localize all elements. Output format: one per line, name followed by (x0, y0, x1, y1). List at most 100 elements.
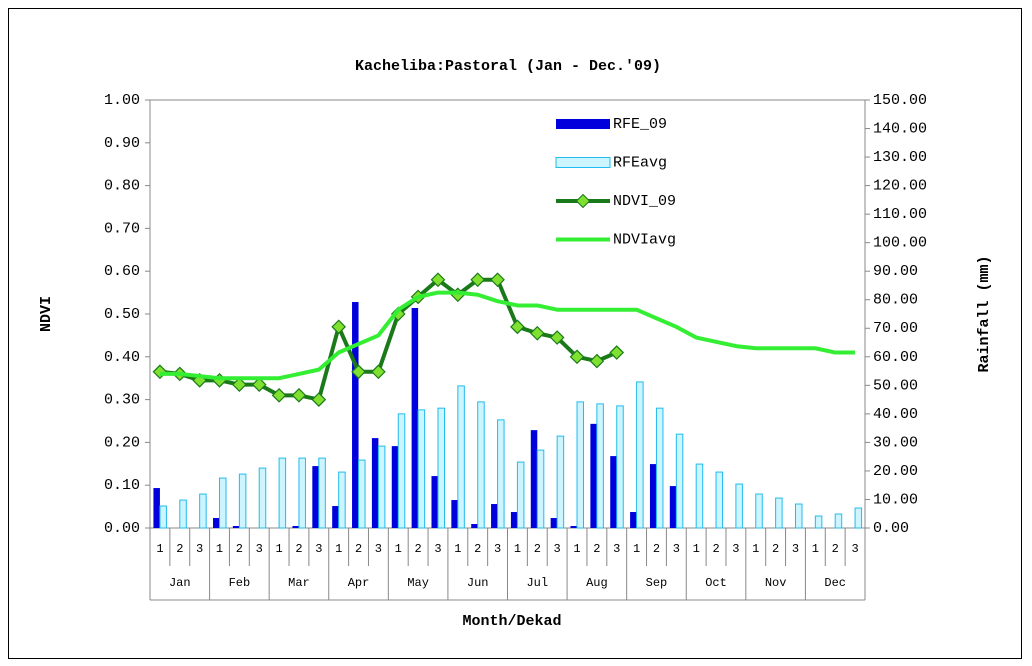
marker (331, 319, 347, 335)
bar (834, 513, 843, 529)
bar (371, 438, 379, 528)
y-tick-label: 0.50 (104, 306, 140, 323)
y-tick-label: 1.00 (104, 92, 140, 109)
legend-label: NDVIavg (613, 231, 676, 248)
y2-tick-label: 110.00 (873, 206, 927, 223)
x-tick-label: 3 (256, 542, 263, 556)
chart-title: Kacheliba:Pastoral (Jan - Dec.'09) (355, 58, 661, 75)
x-tick-label: 2 (176, 542, 183, 556)
marker (490, 272, 505, 288)
y2-tick-label: 140.00 (873, 121, 927, 138)
x-tick-label: 1 (752, 542, 759, 556)
bar (530, 430, 538, 528)
x-tick-label: 2 (772, 542, 779, 556)
marker (589, 353, 605, 369)
x-tick-label: 3 (315, 542, 322, 556)
x-tick-label: 1 (514, 542, 521, 556)
bar (576, 401, 585, 529)
y-tick-label: 0.60 (104, 263, 140, 280)
x-group-label: Oct (705, 576, 727, 590)
legend-label: RFEavg (613, 154, 667, 171)
x-tick-label: 2 (415, 542, 422, 556)
x-tick-label: 2 (295, 542, 302, 556)
bar (755, 493, 763, 529)
y2-tick-label: 40.00 (873, 406, 918, 423)
y-tick-label: 0.30 (104, 392, 140, 409)
y2-tick-label: 50.00 (873, 377, 918, 394)
x-tick-label: 1 (454, 542, 461, 556)
x-tick-label: 1 (156, 542, 163, 556)
bar (610, 456, 617, 528)
y2-tick-label: 150.00 (873, 92, 927, 109)
y2-tick-label: 130.00 (873, 149, 927, 166)
x-tick-label: 3 (792, 542, 799, 556)
bar (775, 497, 783, 529)
y-tick-label: 0.80 (104, 178, 140, 195)
marker (470, 272, 486, 288)
y2-tick-label: 20.00 (873, 463, 918, 480)
bar (596, 403, 604, 529)
bar (232, 526, 240, 528)
marker (152, 364, 168, 380)
bar (377, 445, 386, 529)
legend-label: NDVI_09 (613, 193, 676, 210)
marker (232, 377, 247, 392)
chart-frame (8, 8, 1022, 659)
bar (159, 505, 167, 529)
x-tick-label: 2 (832, 542, 839, 556)
bar (411, 308, 419, 528)
x-tick-label: 1 (812, 542, 819, 556)
x-tick-label: 1 (275, 542, 282, 556)
marker (291, 387, 307, 403)
y-tick-label: 0.40 (104, 349, 140, 366)
x-tick-label: 3 (673, 542, 680, 556)
marker (351, 364, 366, 380)
bar (649, 464, 657, 528)
y-tick-label: 0.20 (104, 434, 140, 451)
bar (431, 476, 438, 528)
bar (179, 499, 187, 529)
bar (397, 413, 406, 529)
line (159, 290, 856, 381)
x-tick-label: 1 (633, 542, 640, 556)
x-tick-label: 3 (375, 542, 382, 556)
bar (491, 504, 498, 528)
bar (556, 435, 565, 529)
y2-tick-label: 70.00 (873, 320, 918, 337)
x-tick-label: 2 (593, 542, 600, 556)
x-group-label: Sep (646, 576, 668, 590)
marker (529, 325, 545, 341)
bar (497, 419, 505, 529)
bar (417, 409, 426, 529)
bar (675, 433, 684, 529)
x-group-label: May (407, 576, 429, 590)
marker (569, 349, 585, 365)
x-tick-label: 3 (434, 542, 441, 556)
x-group-label: Jun (467, 576, 489, 590)
x-group-label: Jul (526, 576, 548, 590)
marker (251, 377, 267, 392)
bar (814, 515, 823, 529)
x-group-label: Aug (586, 576, 608, 590)
x-group-label: Apr (348, 576, 370, 590)
bar (318, 457, 326, 529)
x-tick-label: 3 (851, 542, 858, 556)
bar (695, 463, 704, 529)
bar (636, 381, 644, 529)
y2-axis-title: Rainfall (mm) (976, 255, 993, 372)
marker (510, 319, 525, 335)
x-tick-label: 1 (573, 542, 580, 556)
bar (278, 457, 287, 529)
bar (258, 467, 267, 529)
bar (477, 401, 485, 529)
bar (358, 459, 366, 529)
bar (735, 483, 743, 529)
y2-tick-label: 90.00 (873, 263, 918, 280)
bar (219, 477, 227, 529)
bar (338, 471, 346, 529)
x-tick-label: 1 (693, 542, 700, 556)
y2-tick-label: 100.00 (873, 235, 927, 252)
bar (199, 493, 207, 529)
y2-tick-label: 30.00 (873, 434, 918, 451)
